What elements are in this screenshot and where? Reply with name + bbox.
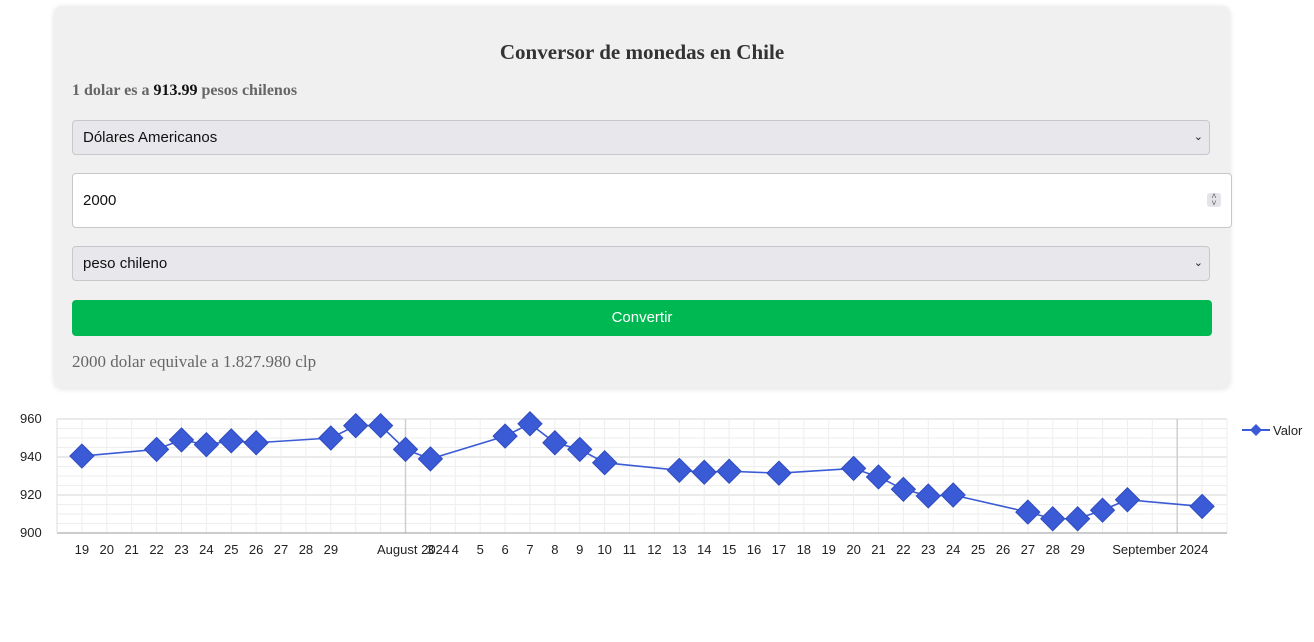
x-tick-label: 24 [946,542,960,557]
x-tick-label: 3 [427,542,434,557]
data-point [542,430,568,456]
data-point [591,449,618,476]
data-point [318,425,344,451]
x-tick-label: 27 [274,542,288,557]
x-tick-label: 23 [921,542,935,557]
x-tick-label: 25 [224,542,238,557]
x-tick-label: 21 [124,542,138,557]
data-point [168,427,195,453]
x-tick-label: 18 [797,542,811,557]
x-tick-label: 26 [996,542,1010,557]
data-point [367,412,394,439]
conversion-result: 2000 dolar equivale a 1.827.980 clp [72,352,317,371]
data-point [343,412,369,439]
x-tick-label: 17 [772,542,786,557]
converter-card: Conversor de monedas en Chile 1 dolar es… [54,6,1232,388]
x-tick-label: September 2024 [1112,542,1208,557]
x-tick-label: 16 [747,542,761,557]
chevron-down-icon: ⌄ [1193,131,1203,143]
data-point [865,464,892,490]
x-tick-label: 26 [249,542,263,557]
data-point [840,455,867,482]
y-tick-label: 940 [20,449,42,464]
data-point [143,436,170,463]
x-tick-label: 22 [149,542,163,557]
convert-button[interactable]: Convertir [72,300,1212,336]
x-tick-label: 6 [501,542,508,557]
data-point [666,457,693,484]
x-tick-label: 19 [75,542,89,557]
x-tick-label: 5 [477,542,484,557]
to-currency-select[interactable]: peso chileno ⌄ [72,246,1210,281]
y-tick-label: 920 [20,487,42,502]
data-point [716,458,742,484]
x-tick-label: 9 [576,542,583,557]
data-point [1089,497,1116,523]
data-point [890,476,917,503]
x-tick-label: August 2024 [377,542,450,557]
chevron-down-icon: ⌄ [1193,257,1203,269]
y-tick-label: 900 [20,525,42,540]
data-point [1064,506,1091,532]
data-point [417,446,444,472]
data-point [392,436,419,463]
data-point [766,460,792,486]
legend-label: Valor [1273,423,1303,438]
data-point [243,430,269,456]
data-point [1114,487,1141,513]
stepper-icon[interactable]: ˄ ˅ [1207,192,1221,208]
x-tick-label: 20 [100,542,114,557]
data-point [218,428,244,454]
x-tick-label: 10 [597,542,611,557]
x-tick-label: 22 [896,542,910,557]
exchange-rate-text: 1 dolar es a 913.99 pesos chilenos [72,82,297,100]
data-point [691,459,717,485]
data-point [1040,506,1066,532]
y-tick-label: 960 [20,411,42,426]
x-tick-label: 29 [1070,542,1084,557]
x-tick-label: 8 [551,542,558,557]
rate-prefix: 1 dolar es a [72,82,150,99]
x-tick-label: 12 [647,542,661,557]
x-tick-label: 24 [199,542,213,557]
x-tick-label: 21 [871,542,885,557]
x-tick-label: 28 [1046,542,1060,557]
x-tick-label: 29 [324,542,338,557]
from-currency-select[interactable]: Dólares Americanos ⌄ [72,120,1210,155]
data-point [517,411,543,437]
data-point [1189,493,1215,520]
x-tick-label: 13 [672,542,686,557]
page-title: Conversor de monedas en Chile [499,40,785,64]
x-tick-label: 20 [846,542,860,557]
x-tick-label: 11 [623,542,637,557]
data-point [1015,499,1041,525]
data-point [193,431,220,458]
x-tick-label: 15 [722,542,736,557]
from-currency-value: Dólares Americanos [83,129,218,146]
amount-value: 2000 [83,192,117,209]
x-tick-label: 27 [1021,542,1035,557]
rate-suffix: pesos chilenos [201,82,298,99]
x-tick-label: 19 [821,542,835,557]
x-tick-label: 4 [452,542,459,557]
rate-value: 913.99 [153,82,198,99]
x-tick-label: 14 [697,542,711,557]
data-point [940,482,966,508]
legend-diamond-icon [1250,424,1262,436]
x-tick-label: 25 [971,542,985,557]
to-currency-value: peso chileno [83,255,168,272]
x-tick-label: 23 [174,542,188,557]
x-tick-label: 28 [299,542,313,557]
data-point [492,423,518,449]
data-point [567,436,593,463]
data-point [69,443,95,469]
x-tick-label: 7 [526,542,533,557]
amount-input[interactable]: 2000 ˄ ˅ [72,173,1232,228]
data-point [915,483,941,509]
